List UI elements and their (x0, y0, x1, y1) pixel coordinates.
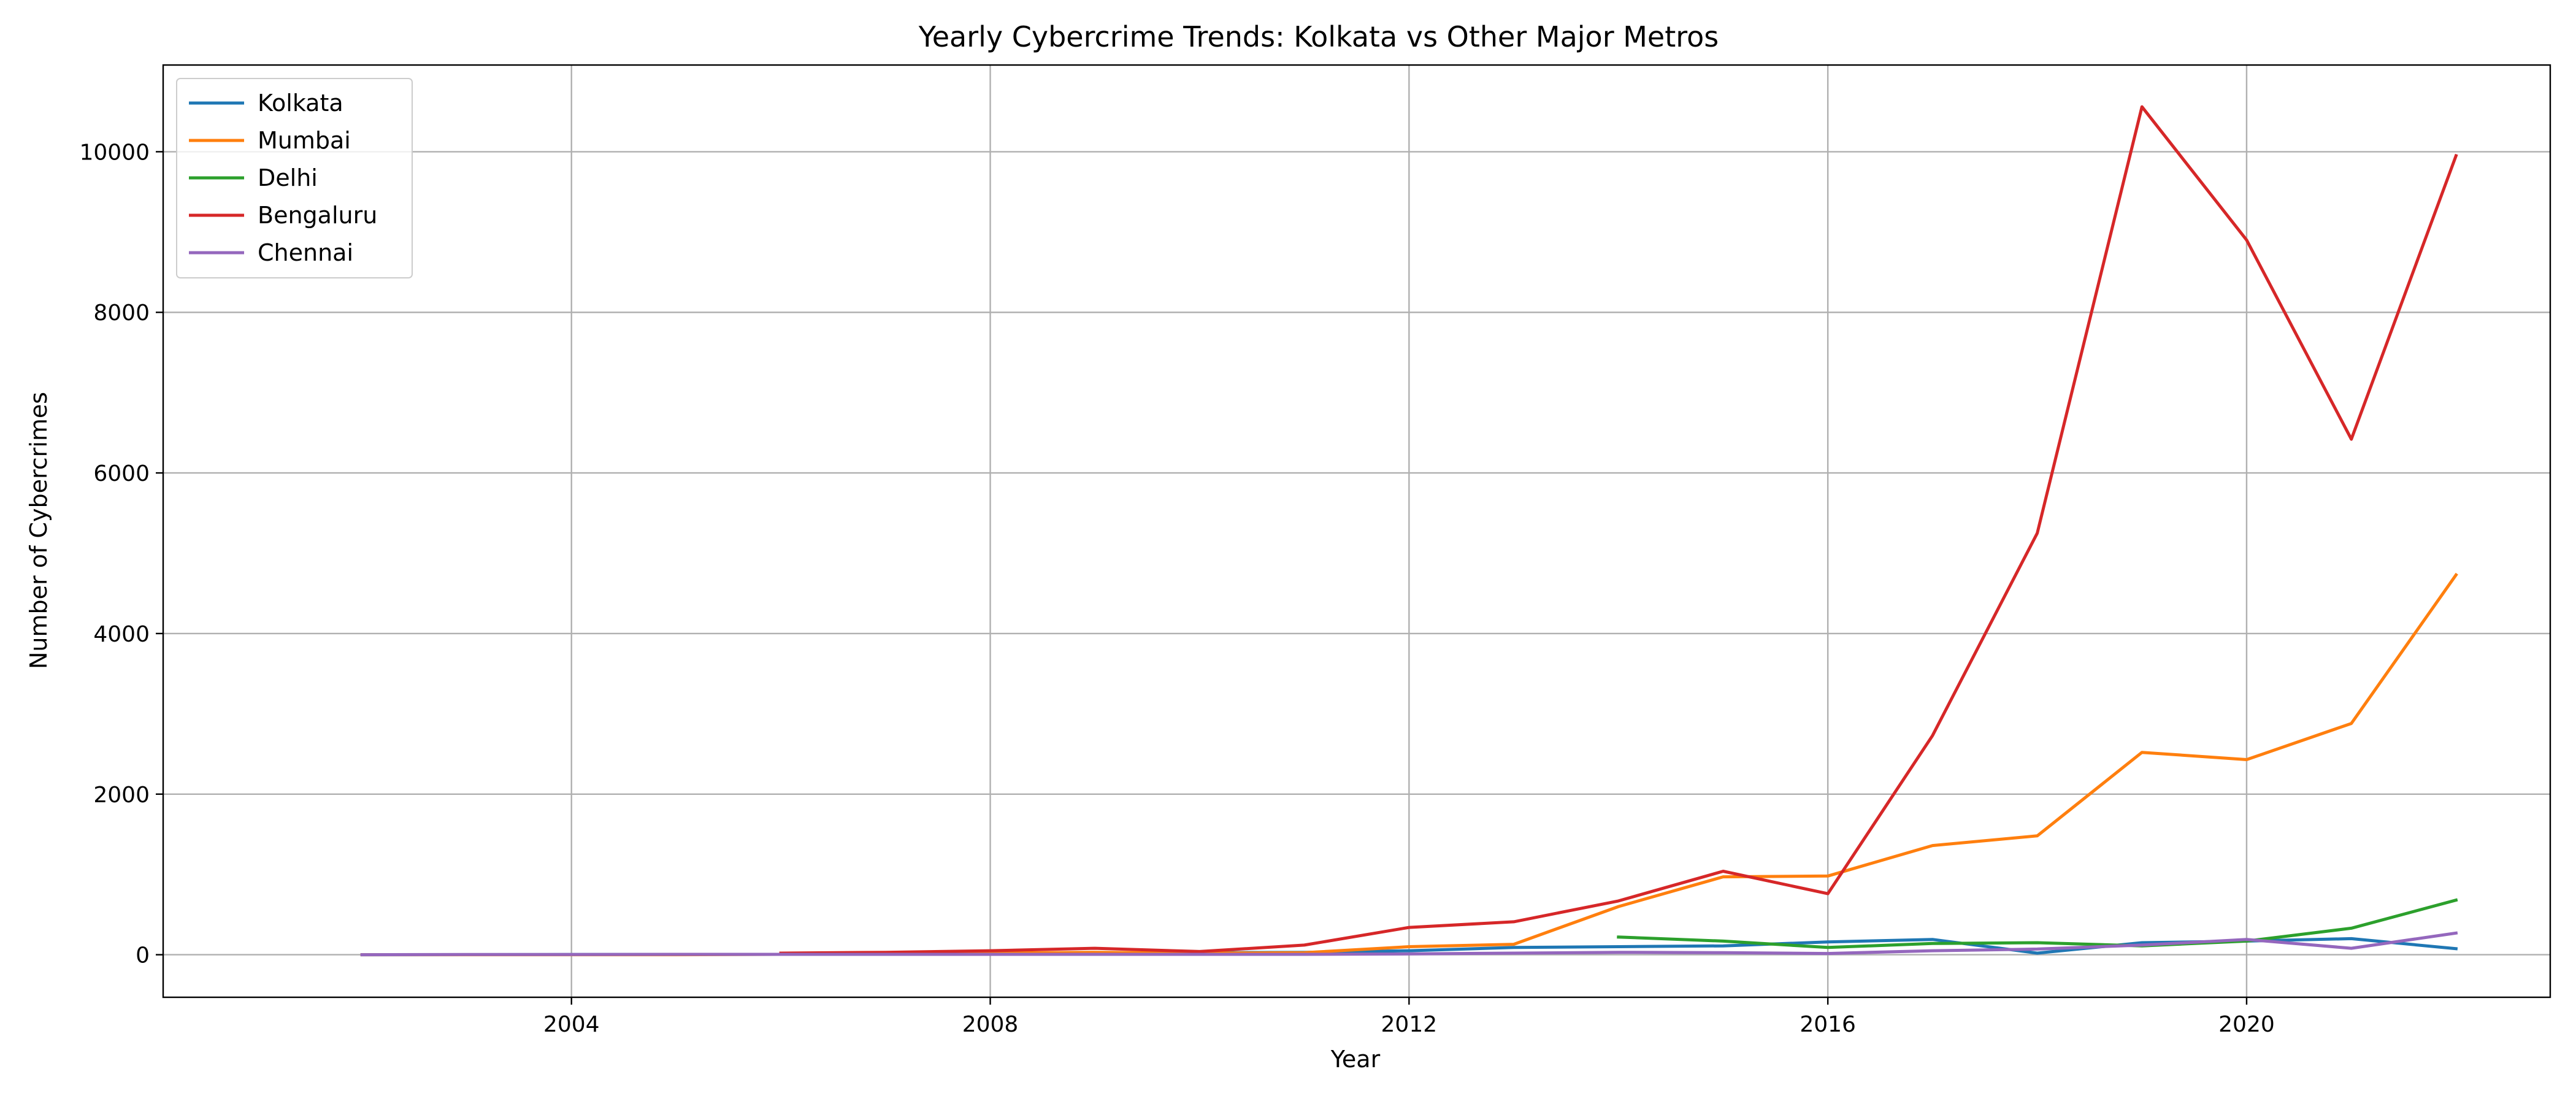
legend: Kolkata Mumbai Delhi Bengaluru Chennai (176, 78, 413, 278)
legend-box (176, 78, 413, 278)
grid-layer (163, 65, 2550, 997)
legend-label-delhi: Delhi (258, 164, 318, 191)
chart-title: Yearly Cybercrime Trends: Kolkata vs Oth… (918, 20, 1719, 53)
y-tick-label: 4000 (93, 622, 150, 647)
legend-label-chennai: Chennai (258, 239, 353, 266)
x-tick-label: 2020 (2218, 1012, 2275, 1037)
legend-label-mumbai: Mumbai (258, 127, 351, 154)
series-line-bengaluru (779, 105, 2458, 955)
x-tick-label: 2012 (1381, 1012, 1438, 1037)
legend-label-kolkata: Kolkata (258, 90, 343, 117)
x-tick-label: 2016 (1800, 1012, 1856, 1037)
series-layer (360, 105, 2458, 957)
x-axis-title: Year (1330, 1046, 1381, 1073)
y-tick-label: 0 (136, 943, 150, 968)
x-tick-label: 2004 (543, 1012, 600, 1037)
y-tick-label: 8000 (93, 301, 150, 326)
y-tick-label: 6000 (93, 461, 150, 486)
y-axis-title: Number of Cybercrimes (25, 392, 52, 669)
series-line-chennai (360, 931, 2458, 957)
tick-layer: 2004 2008 2012 2016 2020 0 2000 4000 6000 8000 100… (79, 140, 2274, 1037)
legend-label-bengaluru: Bengaluru (258, 202, 377, 229)
x-tick-label: 2008 (962, 1012, 1019, 1037)
y-tick-label: 10000 (79, 140, 150, 165)
plot-frame (162, 64, 2551, 999)
y-tick-label: 2000 (93, 783, 150, 808)
series-line-delhi (1617, 898, 2458, 949)
